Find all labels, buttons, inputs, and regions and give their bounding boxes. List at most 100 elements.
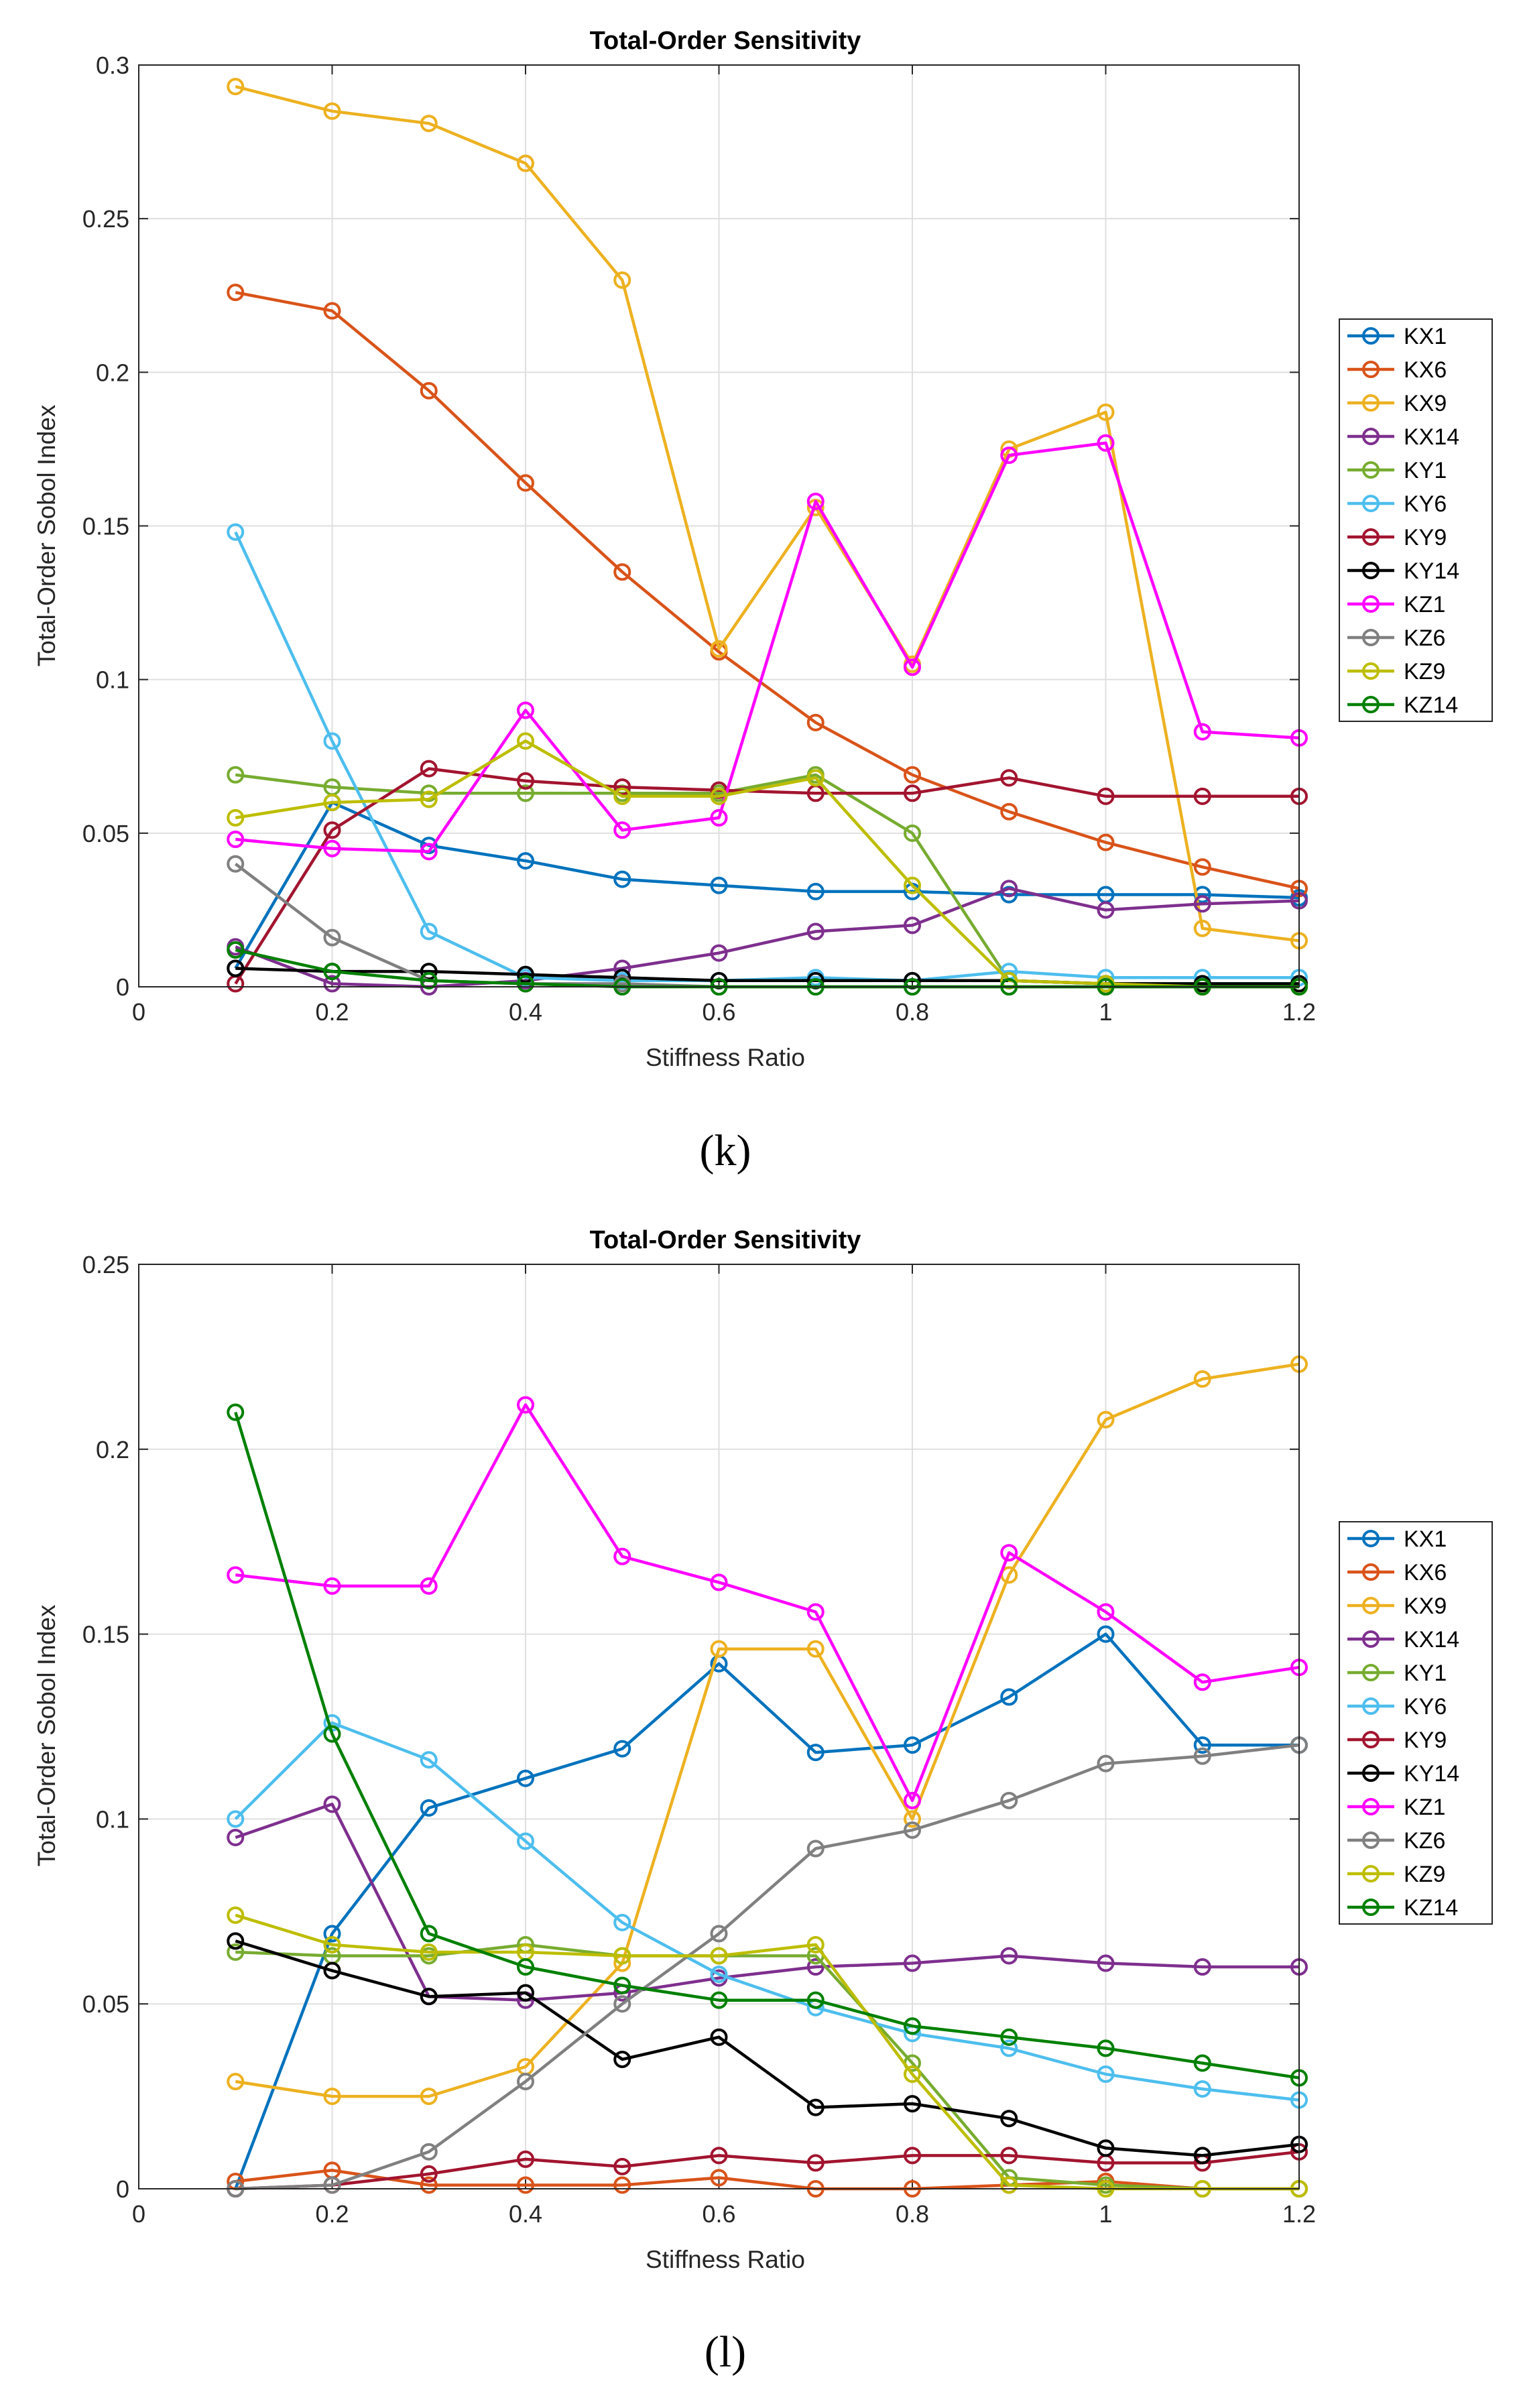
x-tick-label: 0.4: [509, 998, 542, 1026]
legend-swatch-marker: [1362, 1899, 1380, 1916]
data-point: [517, 975, 534, 993]
data-point: [420, 922, 438, 941]
data-point: [420, 1943, 438, 1961]
data-point: [613, 1995, 631, 2013]
data-point: [806, 1840, 825, 1858]
data-point: [1097, 2039, 1115, 2057]
y-axis-label: Total-Order Sobol Index: [33, 1604, 60, 1866]
data-point: [420, 2143, 438, 2161]
legend-swatch-marker: [1362, 1530, 1380, 1547]
data-point: [806, 1744, 825, 1762]
data-point: [227, 959, 245, 977]
y-tick-label: 0.25: [82, 205, 129, 233]
legend-swatch-marker: [1362, 595, 1380, 613]
data-point: [323, 839, 341, 857]
data-point: [1097, 1410, 1115, 1429]
data-point: [1193, 1747, 1211, 1765]
chart-panel-k: Total-Order Sensitivity Total-Order Sobo…: [33, 27, 1493, 1175]
data-point: [613, 1913, 631, 1931]
series-line: [234, 800, 1300, 969]
data-point: [613, 787, 631, 805]
legend-item: KY14: [1347, 558, 1459, 584]
data-point: [1000, 2039, 1018, 2057]
legend-label: KZ9: [1404, 1862, 1445, 1887]
series-line: [235, 1743, 1300, 2191]
data-point: [227, 808, 245, 827]
legend-swatch-marker: [1362, 1764, 1380, 1782]
data-point: [710, 1991, 728, 2009]
x-tick-label: 0.4: [509, 2200, 542, 2228]
data-point: [420, 1751, 438, 1769]
data-point: [904, 1791, 921, 1809]
data-point: [1000, 2110, 1018, 2128]
y-axis-label: Total-Order Sobol Index: [33, 404, 60, 666]
data-point: [323, 1795, 341, 1813]
data-point: [323, 1935, 341, 1953]
legend-swatch-marker: [1362, 361, 1380, 378]
data-point: [904, 1736, 921, 1754]
data-point: [420, 2165, 438, 2183]
data-point: [517, 1984, 534, 2002]
series-kx9: [227, 1355, 1308, 2106]
data-point: [710, 808, 728, 827]
data-point: [613, 821, 631, 839]
legend-label: KY14: [1404, 558, 1459, 584]
data-point: [613, 778, 631, 796]
data-point: [710, 640, 728, 658]
legend-label: KZ1: [1404, 592, 1445, 617]
data-point: [1097, 1754, 1115, 1772]
y-tick-label: 0.15: [82, 513, 129, 540]
legend-box: [1339, 1521, 1493, 1925]
x-tick-label: 1: [1099, 998, 1112, 1026]
legend: KX1 KX6 KX9 KX14 KY1 KY6 KY9 KY14 KZ1 KZ6 KZ9 KZ14: [1339, 1521, 1493, 1925]
data-point: [904, 1821, 921, 1839]
data-point: [1000, 2028, 1018, 2046]
data-point: [227, 1810, 245, 1828]
data-point: [613, 2176, 631, 2194]
data-point: [420, 2176, 438, 2194]
data-point: [1097, 833, 1115, 851]
legend-swatch-marker: [1362, 327, 1380, 345]
data-point: [323, 821, 341, 839]
data-point: [227, 1828, 245, 1846]
data-point: [1000, 2176, 1018, 2194]
data-point: [613, 2157, 631, 2175]
x-tick-label: 0.2: [315, 2200, 349, 2228]
series-line: [235, 739, 1299, 989]
series-kx9: [227, 78, 1308, 950]
data-point: [517, 732, 534, 750]
data-point: [1000, 1791, 1018, 1809]
legend-item: KX1: [1347, 1526, 1447, 1552]
data-point: [904, 766, 921, 784]
legend-label: KY1: [1404, 458, 1447, 483]
data-point: [323, 794, 341, 811]
data-point: [710, 1966, 728, 1984]
data-point: [323, 1962, 341, 1980]
legend-swatch-marker: [1362, 696, 1380, 713]
legend-item: KZ14: [1347, 693, 1458, 718]
legend-label: KZ6: [1404, 1828, 1445, 1854]
legend-item: KY14: [1347, 1761, 1459, 1787]
data-point: [1000, 802, 1018, 821]
data-point: [1097, 901, 1115, 919]
series-line: [235, 1939, 1300, 2157]
data-point: [227, 523, 245, 541]
data-point: [710, 944, 728, 962]
data-point: [904, 658, 921, 676]
x-tick-label: 0.2: [315, 998, 349, 1026]
data-point: [517, 2150, 534, 2168]
data-point: [420, 381, 438, 400]
data-point: [904, 2065, 921, 2084]
data-point: [1000, 769, 1018, 787]
x-tick-label: 0.8: [896, 998, 929, 1026]
y-tick-label: 0: [116, 973, 129, 1001]
data-point: [517, 2176, 534, 2194]
y-tick-label: 0.05: [82, 1990, 129, 2018]
legend-label: KY6: [1404, 1694, 1447, 1720]
data-point: [613, 870, 631, 888]
legend-swatch-marker: [1362, 629, 1380, 646]
data-point: [904, 876, 921, 894]
data-point: [517, 474, 534, 492]
plot-frame: [138, 1264, 1300, 2189]
legend-item: KZ1: [1347, 592, 1445, 617]
